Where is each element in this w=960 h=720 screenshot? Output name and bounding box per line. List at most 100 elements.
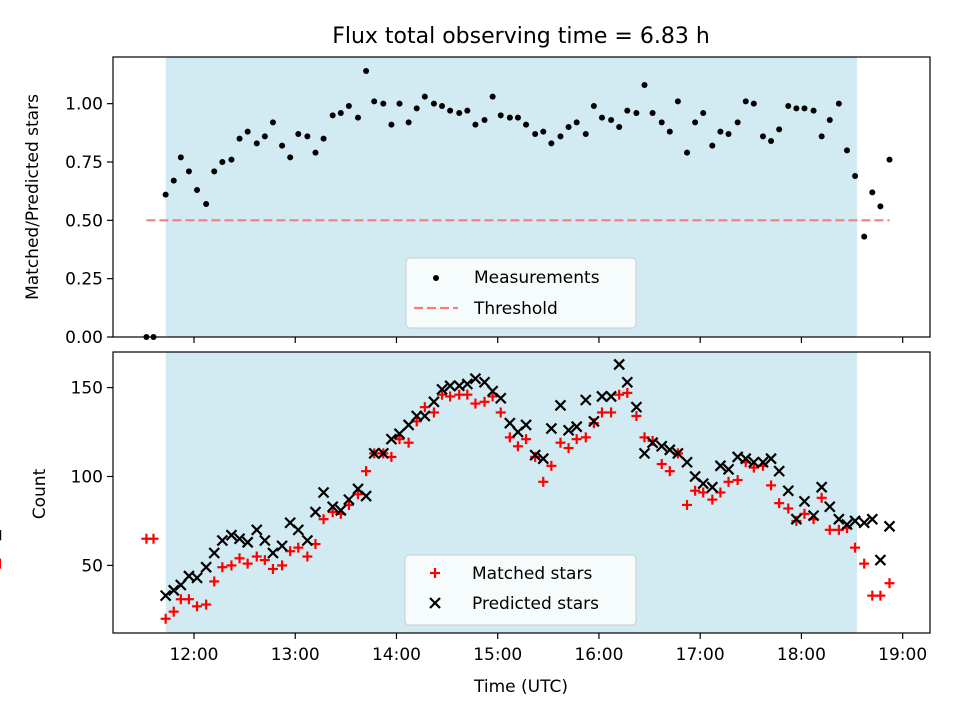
matched-star-point: [242, 558, 253, 569]
predicted-star-point: [326, 500, 339, 513]
matched-star-point: [327, 507, 338, 518]
matched-star-point: [183, 594, 194, 605]
predicted-star-point: [697, 477, 710, 490]
matched-star-point: [495, 407, 506, 418]
y-tick-label: 1.00: [65, 95, 103, 115]
predicted-star-point: [833, 513, 845, 525]
legend-matched-marker: [430, 568, 440, 578]
matched-star-point: [160, 613, 171, 624]
measurement-point: [666, 128, 673, 135]
measurement-point: [616, 124, 623, 130]
predicted-star-point: [167, 584, 180, 597]
matched-star-point: [343, 499, 354, 510]
predicted-star-point: [841, 518, 853, 531]
time-x-ticks: 12:00 13:00 14:00 15:00 16:00 17:00 18:00 19:00: [169, 633, 927, 665]
legend-measurements-label: Measurements: [474, 268, 600, 288]
measurement-point: [548, 140, 555, 147]
measurement-point: [826, 117, 833, 123]
matched-star-point: [267, 563, 278, 574]
measurement-point: [388, 121, 395, 128]
measurement-point: [354, 114, 361, 121]
measurement-point: [608, 117, 615, 123]
matched-star-point: [259, 555, 270, 566]
predicted-star-point: [823, 500, 836, 513]
predicted-star-point: [883, 520, 896, 533]
measurement-point: [523, 121, 530, 128]
predicted-star-point: [655, 440, 668, 453]
count-points: [0, 358, 896, 624]
predicted-star-point: [393, 428, 406, 440]
matched-star-point: [639, 432, 650, 443]
predicted-star-point: [419, 410, 431, 422]
matched-star-point: [563, 443, 574, 454]
x-tick-label: 18:00: [777, 645, 826, 665]
measurement-point: [725, 131, 732, 137]
y-tick-label: 150: [71, 379, 103, 399]
matched-star-point: [682, 499, 693, 510]
measurement-point: [793, 105, 800, 112]
legend-box: [404, 554, 637, 626]
predicted-star-point: [309, 506, 322, 518]
predicted-star-point: [545, 422, 558, 435]
count-y-ticks: 50 100 150: [71, 379, 113, 576]
matched-star-point: [504, 432, 515, 443]
predicted-star-point: [849, 515, 861, 527]
measurement-point: [228, 156, 235, 163]
count-legend: Matched stars Predicted stars: [404, 554, 637, 626]
measurement-point: [320, 135, 327, 142]
measurement-point: [371, 98, 378, 105]
matched-star-point: [571, 434, 582, 445]
predicted-star-point: [335, 504, 347, 517]
y-tick-label: 0.00: [65, 328, 103, 348]
predicted-star-point: [672, 447, 684, 460]
matched-star-point: [690, 485, 701, 496]
measurement-point: [396, 100, 403, 107]
predicted-star-point: [613, 358, 625, 371]
x-tick-label: 15:00: [473, 645, 522, 665]
count-y-axis-label: Count: [30, 468, 50, 519]
measurement-point: [565, 124, 572, 130]
matched-star-point: [479, 396, 490, 407]
predicted-star-point: [317, 486, 330, 499]
measurement-point: [312, 149, 319, 156]
predicted-star-point: [250, 524, 263, 536]
matched-star-point: [302, 551, 313, 562]
measurement-point: [380, 100, 387, 107]
measurement-point: [194, 187, 201, 193]
matched-star-point: [487, 391, 498, 402]
matched-star-point: [293, 542, 304, 553]
predicted-star-point: [815, 481, 828, 493]
predicted-star-point: [790, 513, 803, 525]
matched-star-point: [148, 533, 159, 544]
matched-star-point: [192, 601, 203, 612]
count-plot-frame: [112, 351, 931, 634]
measurement-point: [345, 103, 352, 109]
measurement-point: [776, 126, 783, 133]
measurement-point: [674, 98, 681, 105]
predicted-star-point: [646, 436, 659, 449]
predicted-star-point: [874, 554, 887, 566]
measurement-point: [506, 114, 513, 121]
matched-star-point: [419, 402, 430, 413]
matched-star-point: [437, 389, 448, 400]
matched-star-point: [748, 462, 759, 473]
predicted-star-point: [216, 534, 229, 547]
predicted-star-point: [773, 465, 785, 477]
measurement-point: [211, 168, 218, 175]
measurement-point: [624, 107, 631, 114]
matched-star-point: [521, 434, 532, 445]
measurement-point: [843, 147, 850, 154]
measurement-point: [162, 191, 169, 198]
measurement-points: [143, 68, 893, 340]
measurement-point: [801, 105, 808, 112]
measurement-point: [413, 105, 420, 112]
matched-star-point: [234, 553, 245, 564]
measurement-point: [481, 117, 488, 123]
measurement-point: [421, 93, 428, 100]
measurement-point: [877, 203, 884, 210]
matched-star-point: [217, 562, 228, 573]
measurement-point: [692, 119, 699, 126]
predicted-star-point: [580, 394, 592, 406]
matched-star-point: [698, 487, 709, 498]
